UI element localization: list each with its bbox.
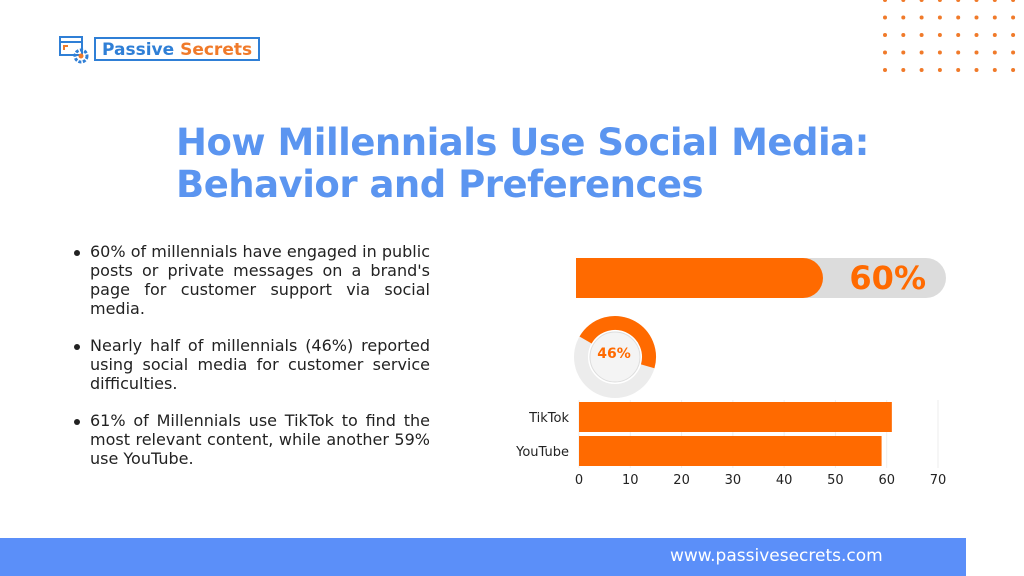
x-tick-label: 0 xyxy=(575,473,583,488)
dot xyxy=(1011,0,1016,2)
x-tick-label: 50 xyxy=(827,473,844,488)
bar-tiktok xyxy=(579,402,892,432)
dot xyxy=(992,33,997,37)
dot xyxy=(901,68,906,72)
bar-chart: 0 10 20 30 40 50 60 70 TikTok YouTube xyxy=(515,400,947,488)
x-tick-label: 40 xyxy=(776,473,793,488)
dot xyxy=(1011,68,1016,72)
logo: Passive Secrets xyxy=(58,34,261,64)
progress-bar: 60% xyxy=(576,258,946,298)
progress-label: 60% xyxy=(849,259,926,297)
dot xyxy=(992,15,997,20)
donut-label: 46% xyxy=(597,346,631,362)
dot xyxy=(937,33,942,37)
dot xyxy=(883,0,887,2)
bullet-item: 61% of Millennials use TikTok to find th… xyxy=(72,411,430,468)
browser-gear-icon xyxy=(59,36,89,64)
bar-youtube xyxy=(579,436,882,466)
dot xyxy=(974,68,979,72)
progress-fill xyxy=(576,258,823,298)
dot xyxy=(919,68,924,72)
dot xyxy=(901,33,906,37)
dot xyxy=(974,15,979,20)
dot xyxy=(992,0,997,2)
dot xyxy=(883,68,887,72)
donut-center xyxy=(589,331,641,383)
dot xyxy=(937,50,942,55)
dot xyxy=(883,33,887,37)
dot xyxy=(919,0,924,2)
x-tick-label: 10 xyxy=(622,473,639,488)
x-tick-label: 30 xyxy=(725,473,742,488)
dot xyxy=(1011,33,1016,37)
logo-text: Passive Secrets xyxy=(94,37,261,61)
donut-chart xyxy=(574,316,656,398)
dot xyxy=(974,50,979,55)
bullet-list: 60% of millennials have engaged in publi… xyxy=(72,242,430,486)
dot xyxy=(937,68,942,72)
dot xyxy=(992,68,997,72)
bullet-item: 60% of millennials have engaged in publi… xyxy=(72,242,430,318)
dot xyxy=(883,15,887,20)
dot xyxy=(974,0,979,2)
dot xyxy=(937,0,942,2)
x-tick-label: 20 xyxy=(673,473,690,488)
page-title: How Millennials Use Social Media: Behavi… xyxy=(176,122,869,206)
bullet-item: Nearly half of millennials (46%) reporte… xyxy=(72,336,430,393)
dot xyxy=(901,0,906,2)
dot xyxy=(1011,15,1016,20)
decorative-dot-grid xyxy=(883,0,1016,72)
dot xyxy=(956,50,961,55)
dot xyxy=(901,50,906,55)
dot xyxy=(956,0,961,2)
dot xyxy=(956,33,961,37)
x-tick-label: 70 xyxy=(930,473,947,488)
dot xyxy=(919,15,924,20)
dot xyxy=(919,50,924,55)
title-line-2: Behavior and Preferences xyxy=(176,163,704,206)
title-line-1: How Millennials Use Social Media: xyxy=(176,121,869,164)
dot xyxy=(937,15,942,20)
dot xyxy=(1011,50,1016,55)
dot xyxy=(883,50,887,55)
dot xyxy=(919,33,924,37)
footer-url[interactable]: www.passivesecrets.com xyxy=(670,546,883,566)
category-label: TikTok xyxy=(528,411,569,426)
dot xyxy=(901,15,906,20)
dot xyxy=(956,68,961,72)
dot xyxy=(974,33,979,37)
dot xyxy=(992,50,997,55)
footer-bar: www.passivesecrets.com xyxy=(0,538,966,576)
dot xyxy=(956,15,961,20)
category-label: YouTube xyxy=(515,445,569,460)
x-tick-label: 60 xyxy=(878,473,895,488)
